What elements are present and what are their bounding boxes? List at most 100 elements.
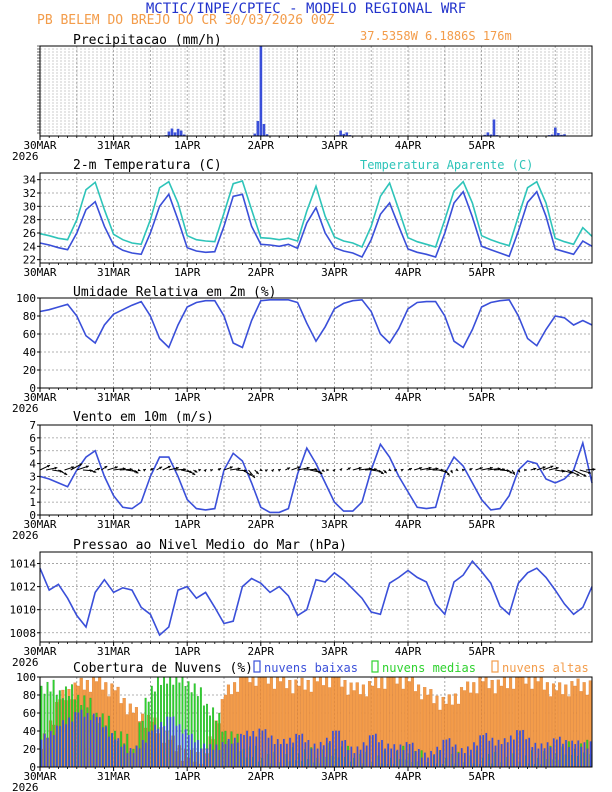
legend-label: nuvens baixas <box>264 661 358 675</box>
y-tick-label: 20 <box>23 364 36 377</box>
cloud-bar-baixas <box>145 742 147 768</box>
cloud-bar-baixas <box>546 742 549 768</box>
panel-frame <box>39 551 593 643</box>
cloud-bar-baixas <box>430 750 432 768</box>
y-tick-label: 2 <box>29 483 36 496</box>
wind-arrow-head <box>517 469 520 473</box>
cloud-bar-baixas <box>181 733 184 768</box>
panel-humid: 0 20 40 60 80 100 30MAR 31MAR 1APR 2APR 3APR 4APR 5A… <box>12 285 593 415</box>
x-tick-label: 3APR <box>321 139 348 152</box>
cloud-bar-baixas <box>126 753 129 768</box>
wind-arrow-head <box>524 468 527 472</box>
wind-arrow-head <box>85 465 89 469</box>
cloud-bar-baixas <box>49 731 52 768</box>
wind-arrow-head <box>319 471 323 474</box>
panel-clouds: 0 20 40 60 80 100 30MAR 31MAR 1APR 2APR 3APR 4APR 5A… <box>12 660 593 792</box>
x-tick-label: 5APR <box>468 139 495 152</box>
x-tick-label: 5APR <box>468 391 495 404</box>
cloud-bar-baixas <box>157 728 159 768</box>
precip-bar <box>170 128 174 136</box>
cloud-bar-baixas <box>270 735 273 768</box>
x-tick-label: 4APR <box>395 266 422 279</box>
cloud-bar-baixas <box>552 738 555 768</box>
x-tick-label: 31MAR <box>97 518 130 531</box>
year-label: 2026 <box>12 529 39 542</box>
cloud-bar-baixas <box>102 727 104 768</box>
cloud-bar-baixas <box>240 733 242 768</box>
wind-arrow-head <box>388 468 392 471</box>
wind-arrow-head <box>419 467 423 470</box>
cloud-bar-baixas <box>457 753 460 768</box>
x-tick-label: 3APR <box>321 770 348 783</box>
cloud-bar-baixas <box>543 748 546 768</box>
precip-bar <box>256 121 260 136</box>
cloud-bar-baixas <box>577 740 580 768</box>
cloud-bar-baixas <box>166 716 169 768</box>
main-title: MCTIC/INPE/CPTEC - MODELO REGIONAL WRF <box>146 1 466 17</box>
precip-bar <box>167 131 171 136</box>
cloud-bar-baixas <box>375 733 377 768</box>
precip-bar <box>253 133 257 136</box>
wind-arrow-head <box>255 471 259 474</box>
x-tick-label: 1APR <box>174 518 201 531</box>
cloud-bar-altas <box>426 694 430 768</box>
cloud-bar-baixas <box>439 750 442 768</box>
cloud-bar-baixas <box>135 745 138 768</box>
x-tick-label: 1APR <box>174 770 201 783</box>
cloud-bar-baixas <box>215 744 218 768</box>
y-tick-label: 28 <box>23 214 36 227</box>
wind-arrow-head <box>435 467 439 471</box>
precip-bar <box>176 128 180 136</box>
legend-swatch <box>491 660 499 673</box>
cloud-bar-baixas <box>491 737 494 768</box>
legend-apparent: Temperatura Aparente (C) <box>360 158 533 172</box>
cloud-bar-baixas <box>353 753 356 768</box>
wind-arrow-head <box>446 472 450 476</box>
cloud-bar-baixas <box>470 749 472 768</box>
cloud-bar-baixas <box>580 746 583 768</box>
cloud-bar-baixas <box>381 740 383 768</box>
cloud-bar-baixas <box>184 729 187 768</box>
cloud-bar-baixas <box>335 730 337 768</box>
cloud-bar-baixas <box>583 742 586 768</box>
y-tick-label: 80 <box>23 310 36 323</box>
series-line-main <box>39 559 593 637</box>
wind-arrow-head <box>533 467 537 471</box>
series-line-main <box>39 440 593 514</box>
cloud-bar-baixas <box>384 748 386 768</box>
wind-arrow-head <box>314 467 318 471</box>
cloud-bar-baixas <box>313 743 316 768</box>
cloud-bar-baixas <box>71 721 74 768</box>
cloud-bar-baixas <box>227 738 230 768</box>
wind-arrow-head <box>512 471 515 475</box>
series-line-main <box>39 298 593 349</box>
y-tick-label: 1 <box>29 496 36 509</box>
cloud-bar-baixas <box>451 746 454 768</box>
precip-bar <box>259 46 263 136</box>
cloud-bar-baixas <box>117 738 120 768</box>
y-tick-label: 100 <box>16 671 36 684</box>
wind-arrow-head <box>218 468 222 471</box>
x-tick-label: 4APR <box>395 518 422 531</box>
cloud-bar-baixas <box>555 739 558 768</box>
cloud-bar-baixas <box>356 746 359 768</box>
y-tick-label: 60 <box>23 328 36 341</box>
cloud-bar-baixas <box>233 737 236 768</box>
cloud-bar-baixas <box>414 751 417 768</box>
y-tick-label: 1008 <box>10 627 37 640</box>
x-tick-label: 2APR <box>248 770 275 783</box>
y-tick-label: 5 <box>29 445 36 458</box>
x-tick-label: 2APR <box>248 518 275 531</box>
y-tick-label: 60 <box>23 707 36 720</box>
year-label: 2026 <box>12 781 39 792</box>
wind-arrow-head <box>321 468 325 472</box>
y-tick-label: 40 <box>23 346 36 359</box>
cloud-bar-baixas <box>56 725 58 768</box>
cloud-bar-baixas <box>479 735 481 768</box>
cloud-bar-baixas <box>531 747 534 768</box>
cloud-bar-baixas <box>169 717 172 768</box>
wind-arrow-head <box>47 465 50 468</box>
x-tick-label: 31MAR <box>97 391 130 404</box>
